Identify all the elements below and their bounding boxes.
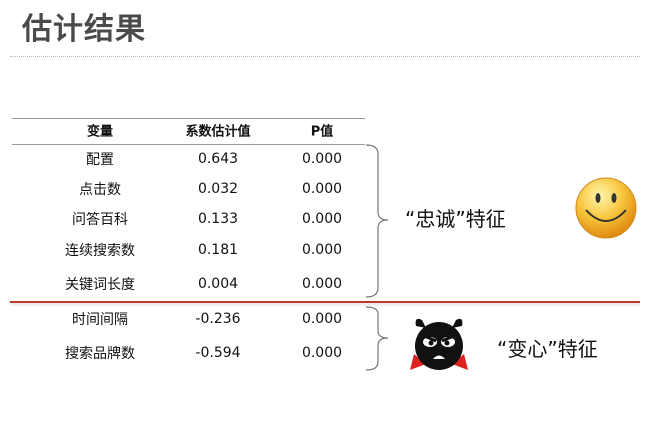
table-header-rule [12,144,365,145]
coefficient-cell: 0.643 [197,151,239,167]
coefficient-cell: 0.181 [197,242,239,258]
variable-cell: 点击数 [79,182,121,198]
column-header: 变量 [86,124,114,140]
variable-cell: 时间间隔 [72,312,128,328]
angry-devil-icon [410,318,468,370]
coefficient-cell: -0.236 [195,311,241,327]
p-value-cell: 0.000 [301,181,343,197]
variable-cell: 搜索品牌数 [65,346,135,362]
variable-cell: 关键词长度 [65,277,135,293]
loyal-label: “忠诚”特征 [405,207,506,231]
p-value-cell: 0.000 [301,345,343,361]
variable-cell: 配置 [86,152,114,168]
loyal-brace-icon [365,144,389,371]
variable-cell: 问答百科 [72,212,128,228]
coefficient-cell: 0.133 [197,211,239,227]
fickle-label: “变心”特征 [497,337,598,361]
p-value-cell: 0.000 [301,276,343,292]
group-divider [10,301,640,303]
table-top-rule [12,118,365,119]
column-header: P值 [310,124,334,140]
smiley-face-icon [575,177,637,239]
coefficient-cell: 0.032 [197,181,239,197]
coefficient-cell: -0.594 [195,345,241,361]
page-title: 估计结果 [22,12,146,47]
p-value-cell: 0.000 [301,151,343,167]
title-divider [10,56,640,57]
variable-cell: 连续搜索数 [65,243,135,259]
column-header: 系数估计值 [185,124,251,140]
p-value-cell: 0.000 [301,311,343,327]
p-value-cell: 0.000 [301,211,343,227]
p-value-cell: 0.000 [301,242,343,258]
coefficient-cell: 0.004 [197,276,239,292]
